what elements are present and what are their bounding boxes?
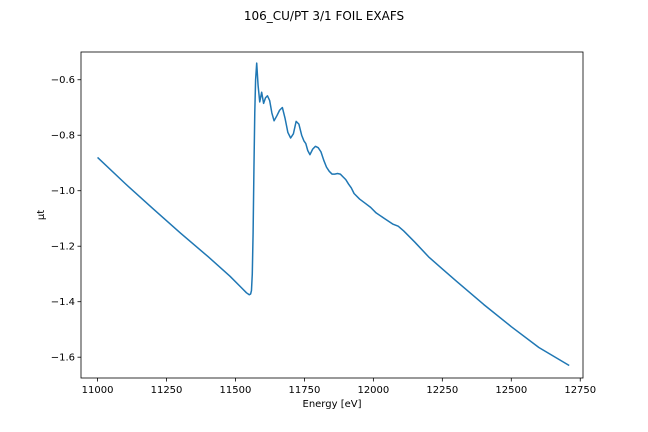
x-tick-label: 11500	[220, 385, 252, 396]
x-tick-label: 11250	[151, 385, 183, 396]
plot-frame	[80, 51, 584, 379]
plot-area: 11000 11250 11500 11750 12000 12250 12500 12750…	[51, 51, 596, 396]
y-tick-label: −1.6	[51, 353, 75, 364]
x-axis: 11000 11250 11500 11750 12000 12250 12500 12750	[82, 378, 596, 396]
y-axis: −1.6 −1.4 −1.2 −1.0 −0.8 −0.6	[51, 75, 81, 364]
x-tick-label: 11000	[82, 385, 114, 396]
x-tick-label: 12000	[357, 385, 389, 396]
chart-title: 106_CU/PT 3/1 FOIL EXAFS	[244, 9, 404, 23]
y-tick-label: −0.8	[51, 131, 75, 142]
x-tick-label: 12500	[495, 385, 527, 396]
y-tick-label: −1.0	[51, 186, 75, 197]
y-tick-label: −1.2	[51, 242, 75, 253]
series-line	[97, 62, 570, 367]
x-tick-label: 11750	[289, 385, 321, 396]
x-tick-label: 12750	[564, 385, 596, 396]
y-tick-label: −0.6	[51, 75, 75, 86]
y-tick-label: −1.4	[51, 297, 75, 308]
x-axis-label: Energy [eV]	[303, 399, 362, 410]
y-axis-label: μt	[36, 210, 47, 220]
x-tick-label: 12250	[426, 385, 458, 396]
